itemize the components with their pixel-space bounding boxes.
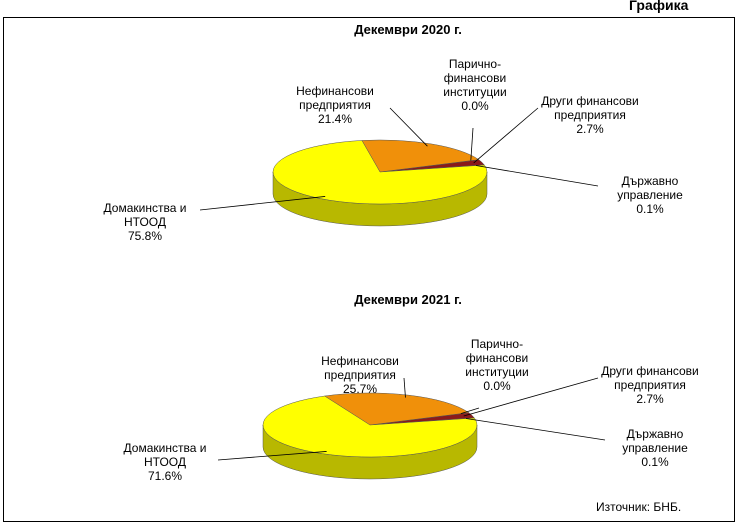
leader-line [475,165,599,187]
category-label: Нефинансови предприятия [296,84,374,112]
category-label: Други финансови предприятия [601,364,699,392]
value-label: 0.0% [461,99,489,113]
leader-line [460,407,480,415]
category-label: Домакинства и НТООД [103,201,187,229]
chart-title: Декември 2020 г. [354,22,462,37]
leader-line [217,451,327,461]
category-label: Нефинансови предприятия [321,354,399,382]
header: Графика [629,0,689,13]
slice [272,140,488,205]
slice-label: Парично-финансови институции 0.0% [441,337,553,393]
leader-line [465,418,606,441]
value-label: 21.4% [317,112,353,126]
value-label: 75.8% [127,229,163,243]
slice-label: Държавно управление 0.1% [599,427,711,469]
chart-title: Декември 2021 г. [354,292,462,307]
category-label: Домакинства и НТООД [123,441,207,469]
slice-label: Нефинансови предприятия 21.4% [279,84,391,126]
value-label: 0.0% [483,379,511,393]
leader-line [463,377,599,417]
slice [323,392,470,426]
source: Източник: БНБ. [596,500,682,514]
slice-label: Други финансови предприятия 2.7% [594,364,706,406]
slice-label: Домакинства и НТООД 71.6% [109,441,221,483]
slice [262,395,478,458]
category-label: Държавно управление [622,427,688,455]
slice-label: Други финансови предприятия 2.7% [534,94,646,136]
value-label: 71.6% [147,469,183,483]
category-label: Парично-финансови институции [443,57,507,99]
value-label: 2.7% [636,392,664,406]
slice-label: Държавно управление 0.1% [594,174,706,216]
leader-line [403,377,406,398]
category-label: Държавно управление [617,174,683,202]
slice-label: Нефинансови предприятия 25.7% [304,354,416,396]
value-label: 25.7% [342,382,378,396]
slice-label: Парично-финансови институции 0.0% [419,57,531,113]
slice [361,139,480,173]
frame [3,17,735,522]
leader-line [389,107,428,147]
leader-line [199,196,326,211]
value-label: 0.1% [641,455,669,469]
category-label: Парично-финансови институции [465,337,529,379]
value-label: 0.1% [636,202,664,216]
value-label: 2.7% [576,122,604,136]
slice-label: Домакинства и НТООД 75.8% [89,201,201,243]
leader-line [473,107,539,164]
category-label: Други финансови предприятия [541,94,639,122]
leader-line [470,127,474,161]
